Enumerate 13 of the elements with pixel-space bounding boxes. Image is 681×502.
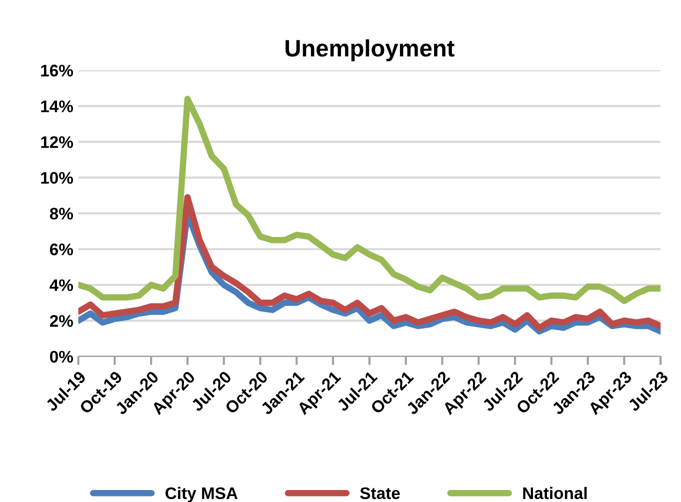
y-tick-label: 2% — [50, 315, 74, 327]
y-tick-label: 0% — [50, 350, 74, 363]
legend-label: State — [360, 487, 400, 500]
y-tick-label: 16% — [41, 64, 74, 76]
y-tick-label: 6% — [50, 244, 74, 256]
chart-title: Unemployment — [286, 39, 454, 62]
y-tick-label: 10% — [41, 172, 74, 184]
legend-label: City MSA — [166, 486, 238, 502]
y-tick-label: 8% — [50, 208, 74, 220]
legend-label: National — [523, 486, 587, 500]
y-tick-label: 14% — [41, 100, 74, 112]
y-tick-label: 4% — [50, 279, 74, 292]
y-tick-label: 12% — [41, 136, 74, 148]
